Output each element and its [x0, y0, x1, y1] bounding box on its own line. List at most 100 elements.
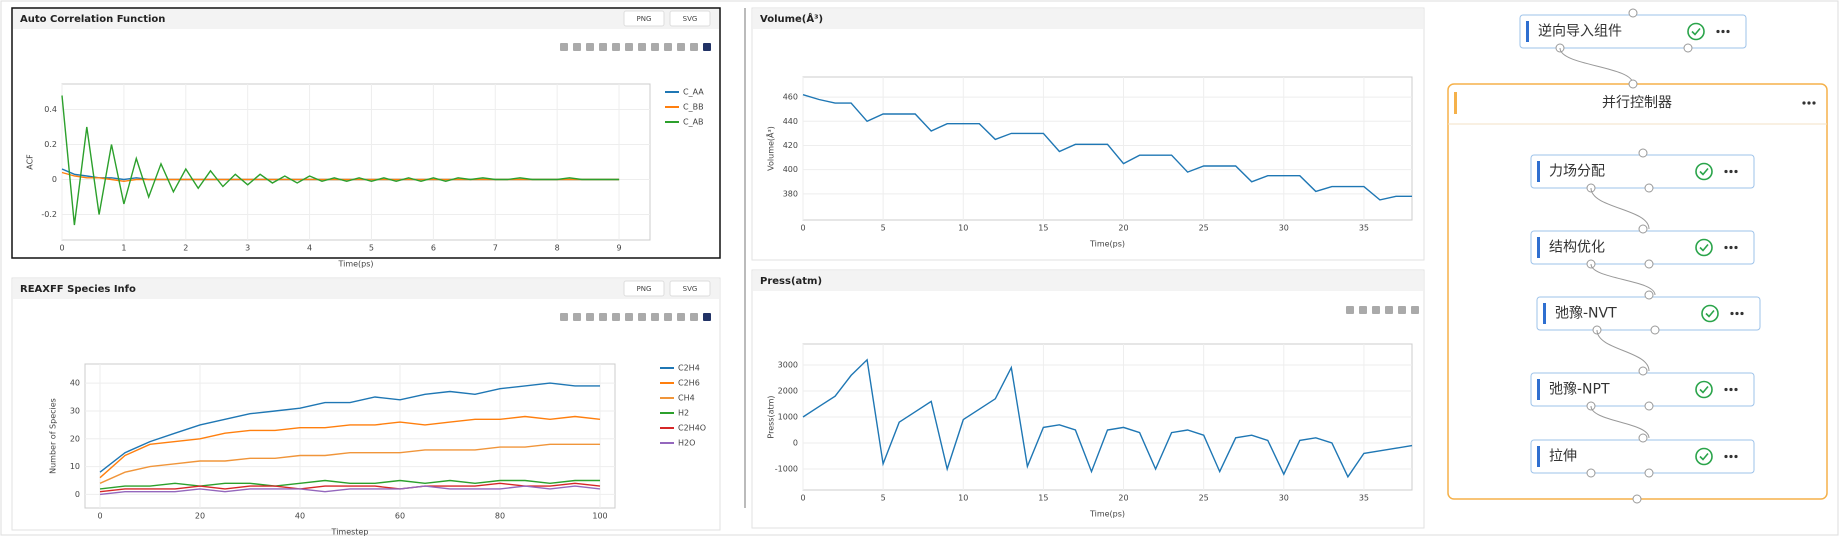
more-dot[interactable]: [1724, 169, 1728, 174]
y-tick-label: 3000: [778, 361, 798, 370]
toolbar-icon[interactable]: [586, 313, 594, 321]
node-label[interactable]: 弛豫-NVT: [1555, 306, 1617, 322]
export-button[interactable]: [623, 10, 665, 27]
more-dot[interactable]: [1802, 101, 1806, 105]
x-tick-label: 0: [59, 244, 64, 253]
port: [1632, 494, 1642, 504]
toolbar-icon[interactable]: [664, 43, 672, 51]
more-dot[interactable]: [1740, 311, 1744, 316]
toolbar-icon[interactable]: [625, 43, 633, 51]
toolbar-icon[interactable]: [573, 43, 581, 51]
more-dot[interactable]: [1721, 29, 1725, 34]
port: [1644, 183, 1654, 193]
toolbar-icon[interactable]: [612, 313, 620, 321]
more-dot[interactable]: [1724, 245, 1728, 250]
more-dot[interactable]: [1729, 169, 1733, 174]
y-tick-label: 20: [70, 434, 80, 443]
x-tick-label: 10: [958, 224, 968, 233]
toolbar-icon[interactable]: [599, 313, 607, 321]
legend-label: C_BB: [683, 103, 704, 112]
more-dot[interactable]: [1716, 29, 1720, 34]
toolbar-icon[interactable]: [677, 313, 685, 321]
x-axis-label: Timestep: [331, 528, 369, 537]
x-tick-label: 30: [1279, 224, 1289, 233]
more-dot[interactable]: [1812, 101, 1816, 105]
more-dot[interactable]: [1807, 101, 1811, 105]
export-button-label[interactable]: PNG: [637, 15, 652, 23]
export-button-label[interactable]: PNG: [637, 285, 652, 293]
toolbar-icon[interactable]: [651, 313, 659, 321]
more-dot[interactable]: [1726, 29, 1730, 34]
series-line: [99, 415, 601, 479]
group[interactable]: [1447, 83, 1828, 500]
node-bar: [1537, 237, 1540, 258]
y-tick-label: 0: [52, 175, 57, 184]
more-dot[interactable]: [1735, 311, 1739, 316]
export-button-label[interactable]: SVG: [683, 285, 698, 293]
toolbar-icon[interactable]: [560, 43, 568, 51]
x-tick-label: 60: [395, 512, 405, 521]
toolbar-icon[interactable]: [651, 43, 659, 51]
more-dot[interactable]: [1734, 169, 1738, 174]
toolbar-icon[interactable]: [638, 43, 646, 51]
connector: [1590, 405, 1650, 439]
plot-area: [802, 76, 1413, 221]
more-dot[interactable]: [1724, 387, 1728, 392]
toolbar-icon[interactable]: [1346, 306, 1354, 314]
toolbar-icon[interactable]: [573, 313, 581, 321]
x-tick-label: 20: [1118, 494, 1128, 503]
status-ok: [1687, 22, 1705, 41]
more-dot[interactable]: [1730, 311, 1734, 316]
toolbar-icon[interactable]: [1372, 306, 1380, 314]
node-bar: [1537, 379, 1540, 400]
legend-label: H2O: [678, 439, 695, 448]
series-line: [99, 479, 600, 490]
more-dot[interactable]: [1729, 454, 1733, 459]
y-tick-label: 0: [75, 490, 80, 499]
node-label[interactable]: 结构优化: [1549, 240, 1605, 256]
x-tick-label: 15: [1038, 224, 1048, 233]
series-line: [99, 443, 600, 484]
more-dot[interactable]: [1724, 454, 1728, 459]
toolbar-icon[interactable]: [638, 313, 646, 321]
toolbar-icon[interactable]: [690, 313, 698, 321]
status-check: [1699, 167, 1709, 176]
more-dot[interactable]: [1729, 387, 1733, 392]
toolbar-icon[interactable]: [1359, 306, 1367, 314]
toolbar-icon[interactable]: [1411, 306, 1419, 314]
status-check: [1705, 309, 1715, 318]
more-dot[interactable]: [1734, 387, 1738, 392]
toolbar-icon[interactable]: [1398, 306, 1406, 314]
toolbar-icon[interactable]: [599, 43, 607, 51]
export-button-label[interactable]: SVG: [683, 15, 698, 23]
more-dot[interactable]: [1734, 245, 1738, 250]
status-ok: [1695, 238, 1713, 257]
export-button[interactable]: [669, 280, 711, 297]
series-line: [99, 382, 600, 473]
toolbar-icon[interactable]: [612, 43, 620, 51]
toolbar-icon[interactable]: [677, 43, 685, 51]
toolbar-icon[interactable]: [586, 43, 594, 51]
more-dot[interactable]: [1734, 454, 1738, 459]
toolbar-icon[interactable]: [625, 313, 633, 321]
toolbar-icon[interactable]: [703, 313, 711, 321]
toolbar-icon[interactable]: [1385, 306, 1393, 314]
toolbar-icon[interactable]: [690, 43, 698, 51]
toolbar-icon[interactable]: [703, 43, 711, 51]
node-label[interactable]: 拉伸: [1549, 449, 1577, 465]
more-dot[interactable]: [1729, 245, 1733, 250]
y-axis-label: ACF: [26, 154, 35, 170]
toolbar-icon[interactable]: [560, 313, 568, 321]
export-button[interactable]: [669, 10, 711, 27]
panel-title: Volume(Å³): [760, 12, 823, 25]
x-tick-label: 9: [617, 244, 622, 253]
node-label[interactable]: 弛豫-NPT: [1549, 382, 1610, 398]
node-label[interactable]: 力场分配: [1549, 164, 1605, 180]
x-tick-label: 4: [307, 244, 312, 253]
node-label[interactable]: 逆向导入组件: [1538, 24, 1622, 40]
toolbar-icon[interactable]: [664, 313, 672, 321]
x-tick-label: 80: [495, 512, 505, 521]
y-tick-label: 460: [783, 93, 798, 102]
export-button[interactable]: [623, 280, 665, 297]
x-tick-label: 25: [1199, 224, 1209, 233]
